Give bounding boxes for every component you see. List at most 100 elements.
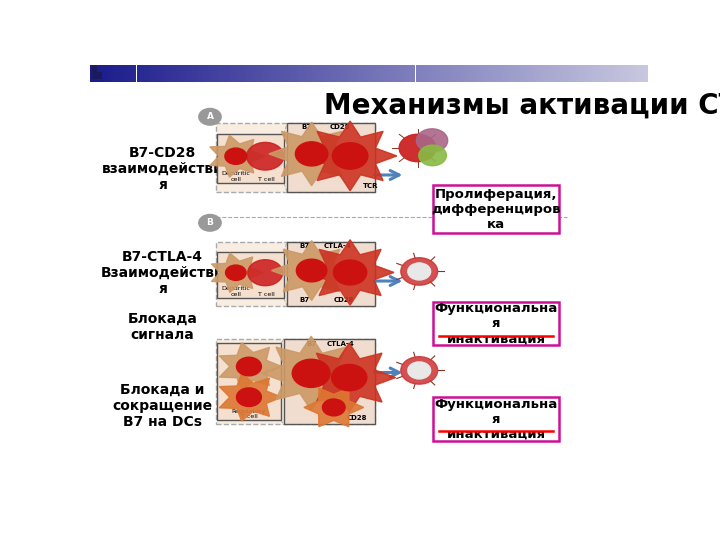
FancyBboxPatch shape <box>215 339 374 424</box>
Bar <box>514 65 516 82</box>
Bar <box>271 65 272 82</box>
Text: CTLA-4: CTLA-4 <box>324 243 351 249</box>
Bar <box>91 66 96 74</box>
Bar <box>276 65 278 82</box>
FancyBboxPatch shape <box>217 252 284 298</box>
Polygon shape <box>302 343 396 412</box>
Bar <box>520 65 521 82</box>
Bar <box>326 65 328 82</box>
Bar <box>244 65 246 82</box>
Bar <box>512 65 514 82</box>
Circle shape <box>419 145 446 166</box>
Circle shape <box>323 399 345 416</box>
Bar <box>498 65 499 82</box>
Text: Regulatory
T cell: Regulatory T cell <box>232 409 266 420</box>
Bar <box>274 65 276 82</box>
Text: Пролиферация,
дифференциров
ка: Пролиферация, дифференциров ка <box>431 188 561 231</box>
Bar <box>330 65 332 82</box>
Bar <box>110 65 112 82</box>
Bar <box>132 65 135 82</box>
Bar <box>479 65 481 82</box>
Text: B7: B7 <box>301 124 312 130</box>
Bar <box>510 65 512 82</box>
Bar <box>559 65 561 82</box>
Bar <box>293 65 294 82</box>
Circle shape <box>225 265 246 280</box>
Bar <box>99 65 101 82</box>
Bar <box>642 65 644 82</box>
Bar <box>594 65 596 82</box>
Bar <box>300 65 302 82</box>
Text: Блокада и
сокращение
B7 на DCs: Блокада и сокращение B7 на DCs <box>112 383 212 429</box>
Circle shape <box>248 260 283 286</box>
Bar <box>547 65 549 82</box>
Text: Блокада
сигнала: Блокада сигнала <box>127 312 197 342</box>
Bar <box>217 65 218 82</box>
Bar <box>486 65 488 82</box>
Bar <box>633 65 635 82</box>
Bar <box>204 65 205 82</box>
Bar <box>122 65 124 82</box>
Bar <box>577 65 579 82</box>
Bar <box>294 65 297 82</box>
Bar <box>263 65 265 82</box>
Bar <box>410 65 412 82</box>
Text: A: A <box>207 112 213 122</box>
Bar <box>406 65 408 82</box>
Circle shape <box>199 109 221 125</box>
Bar <box>284 65 285 82</box>
Bar <box>131 65 132 82</box>
Bar <box>494 65 495 82</box>
Text: CD28: CD28 <box>329 124 350 130</box>
Bar <box>449 65 451 82</box>
Bar <box>129 65 131 82</box>
Bar <box>534 65 536 82</box>
Bar <box>462 65 464 82</box>
Circle shape <box>236 388 261 407</box>
Bar <box>328 65 330 82</box>
Bar <box>631 65 633 82</box>
Bar <box>345 65 347 82</box>
FancyBboxPatch shape <box>287 123 374 192</box>
Bar <box>347 65 348 82</box>
Bar <box>166 65 168 82</box>
Bar <box>243 65 244 82</box>
Bar <box>412 65 413 82</box>
Bar <box>413 65 415 82</box>
Bar <box>453 65 454 82</box>
Bar <box>562 65 564 82</box>
Bar <box>399 65 400 82</box>
Bar <box>581 65 583 82</box>
Bar <box>373 65 374 82</box>
Bar <box>397 65 399 82</box>
Bar <box>593 65 594 82</box>
Bar <box>199 65 202 82</box>
Bar <box>527 65 529 82</box>
Bar <box>507 65 508 82</box>
Circle shape <box>399 134 436 161</box>
Bar <box>230 65 231 82</box>
Bar <box>116 65 118 82</box>
Bar <box>600 65 601 82</box>
Circle shape <box>333 143 368 169</box>
Bar <box>324 65 326 82</box>
Bar <box>485 65 486 82</box>
Text: B7: B7 <box>300 298 310 303</box>
Text: B7: B7 <box>306 341 316 347</box>
Bar <box>361 65 364 82</box>
Bar <box>333 65 336 82</box>
Bar <box>183 65 185 82</box>
Bar <box>351 65 352 82</box>
Bar <box>306 65 307 82</box>
Bar <box>393 65 395 82</box>
Bar <box>215 65 217 82</box>
Bar <box>460 65 462 82</box>
Bar <box>380 65 382 82</box>
Bar <box>503 65 505 82</box>
Bar <box>616 65 618 82</box>
Bar <box>475 65 477 82</box>
Bar <box>302 65 304 82</box>
Text: T cell: T cell <box>258 177 274 182</box>
Bar <box>440 65 441 82</box>
Bar <box>392 65 393 82</box>
